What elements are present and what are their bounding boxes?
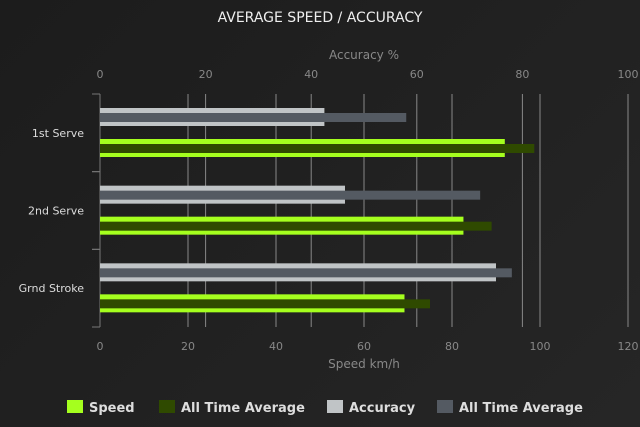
bottom-tick-label: 80 — [445, 340, 459, 353]
legend-label[interactable]: Speed — [89, 401, 135, 416]
bottom-tick-label: 100 — [530, 340, 551, 353]
legend-swatch[interactable] — [327, 400, 343, 413]
bar — [100, 221, 492, 231]
legend-label[interactable]: Accuracy — [349, 401, 416, 416]
bar — [100, 144, 535, 153]
bottom-tick-label: 60 — [357, 340, 371, 353]
bottom-tick-label: 40 — [269, 340, 283, 353]
bottom-tick-label: 20 — [181, 340, 195, 353]
category-label: 2nd Serve — [28, 205, 84, 218]
top-tick-label: 20 — [199, 68, 213, 81]
top-tick-label: 60 — [410, 68, 424, 81]
chart-title: AVERAGE SPEED / ACCURACY — [218, 10, 423, 26]
top-tick-label: 0 — [97, 68, 104, 81]
bottom-tick-label: 0 — [97, 340, 104, 353]
legend-swatch[interactable] — [159, 400, 175, 413]
bar — [100, 113, 407, 122]
bar — [100, 299, 430, 309]
top-tick-label: 100 — [618, 68, 639, 81]
legend-swatch[interactable] — [437, 400, 453, 413]
legend-swatch[interactable] — [67, 400, 83, 413]
bar — [100, 268, 512, 278]
top-tick-label: 80 — [515, 68, 529, 81]
legend-label[interactable]: All Time Average — [459, 401, 583, 416]
bottom-tick-label: 120 — [618, 340, 639, 353]
top-axis-label: Accuracy % — [329, 48, 399, 62]
legend-label[interactable]: All Time Average — [181, 401, 305, 416]
category-label: 1st Serve — [32, 127, 84, 140]
category-label: Grnd Stroke — [19, 282, 85, 295]
bottom-axis-label: Speed km/h — [328, 357, 400, 371]
top-tick-label: 40 — [304, 68, 318, 81]
bar — [100, 190, 481, 200]
